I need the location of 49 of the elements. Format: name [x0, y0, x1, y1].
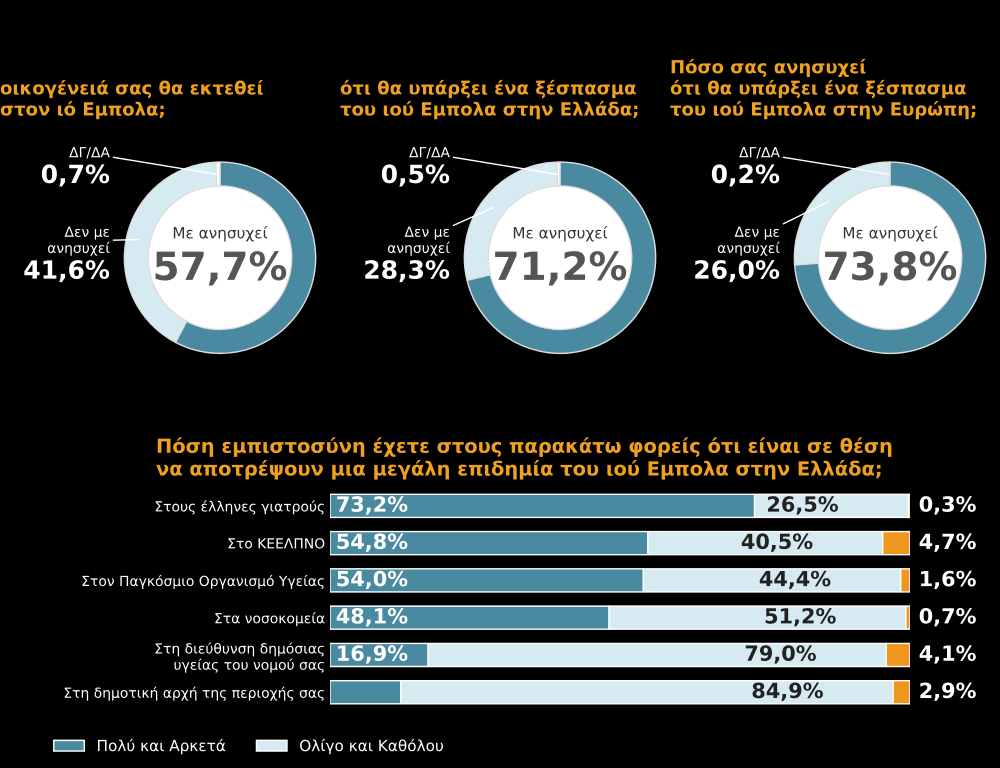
- data-label: 51,2%: [766, 608, 836, 626]
- data-label: 16,9%: [338, 645, 408, 664]
- data-label: 0,2%: [712, 164, 780, 187]
- data-label: 44,4%: [760, 570, 830, 590]
- slice-label: Με ανησυχεί: [844, 226, 938, 242]
- slice-label: Δεν με ανησυχεί: [48, 226, 110, 256]
- data-label: 40,5%: [742, 533, 812, 552]
- data-label: 1,6%: [921, 570, 976, 590]
- data-label: 71,2%: [495, 251, 626, 286]
- data-label: 4,1%: [920, 645, 976, 664]
- legend-label: Πολύ και Αρκετά: [98, 738, 226, 754]
- data-label: 79,0%: [746, 645, 816, 664]
- slice-label: Με ανησυχεί: [174, 226, 268, 242]
- chart-title: Πόση εμπιστοσύνη έχετε στους παρακάτω φορείς ότι είναι σε θέση να αποτρέψουν μια μεγάλη επιδημία του ιού Εμπολα στην Ελλάδα;: [156, 437, 892, 480]
- data-label: 2,9%: [920, 682, 976, 701]
- slice-label: ΔΓ/ΔΑ: [69, 147, 110, 159]
- data-label: 28,3%: [365, 260, 450, 282]
- data-label: 4,7%: [920, 533, 976, 552]
- data-label: 84,9%: [752, 682, 823, 701]
- data-label: 0,7%: [920, 608, 976, 626]
- y-tick-label: Στους έλληνες γιατρούς: [156, 500, 324, 514]
- data-label: 73,8%: [825, 251, 956, 286]
- chart-title: οικογένειά σας θα εκτεθεί στον ιό Εμπολα;: [0, 80, 263, 120]
- slice-label: Με ανησυχεί: [514, 226, 608, 242]
- data-label: 41,6%: [24, 260, 110, 282]
- donut-slice: [794, 161, 986, 354]
- data-label: 0,7%: [42, 164, 110, 187]
- data-label: 54,8%: [337, 533, 408, 552]
- data-label: 0,3%: [920, 496, 976, 515]
- y-tick-label: Στο ΚΕΕΛΠΝΟ: [228, 538, 324, 549]
- y-tick-label: Στον Παγκόσμιο Οργανισμό Υγείας: [82, 574, 324, 589]
- data-label: 54,0%: [337, 570, 408, 590]
- slice-label: ΔΓ/ΔΑ: [409, 147, 450, 159]
- data-label: 0,5%: [382, 164, 450, 187]
- y-tick-label: Στη διεύθυνση δημόσιας υγείας του νομού σας: [156, 642, 324, 673]
- chart-title: Πόσο σας ανησυχεί ότι θα υπάρξει ένα ξέσπασμα του ιού Εμπολα στην Ευρώπη;: [670, 58, 976, 120]
- slice-label: ΔΓ/ΔΑ: [739, 147, 780, 159]
- donut-slice: [466, 161, 656, 354]
- y-tick-label: Στα νοσοκομεία: [215, 612, 324, 626]
- data-label: 26,0%: [695, 260, 780, 282]
- data-label: 48,1%: [336, 608, 408, 626]
- slice-label: Δεν με ανησυχεί: [388, 226, 450, 256]
- data-label: 73,2%: [337, 496, 408, 515]
- chart-title: ότι θα υπάρξει ένα ξέσπασμα του ιού Εμπολα στην Ελλάδα;: [340, 80, 638, 120]
- data-label: 26,5%: [768, 496, 838, 515]
- slice-label: Δεν με ανησυχεί: [718, 226, 780, 256]
- data-label: 57,7%: [156, 251, 286, 286]
- legend-label: Ολίγο και Καθόλου: [300, 738, 443, 754]
- y-tick-label: Στη δημοτική αρχή της περιοχής σας: [64, 686, 324, 701]
